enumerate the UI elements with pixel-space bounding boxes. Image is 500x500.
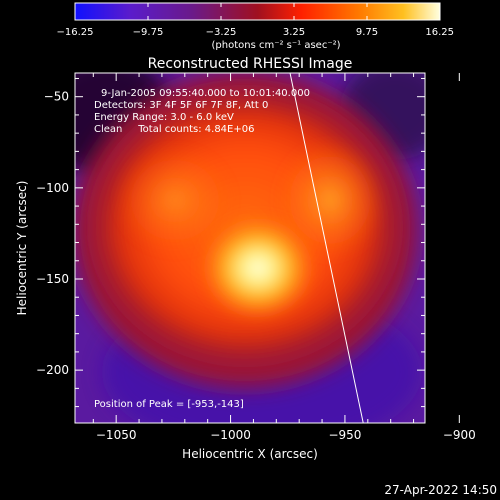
colorbar-tick-label: 3.25 (283, 27, 305, 38)
plot-frame (74, 72, 426, 424)
y-axis: −50 −100 −150 −200 (36, 77, 425, 408)
detectors-label: Detectors: 3F 4F 5F 6F 7F 8F, Att 0 (94, 100, 268, 111)
colorbar: −16.25 −9.75 −3.25 3.25 9.75 16.25 (photons c… (56, 2, 454, 51)
colorbar-tick-label: 9.75 (356, 27, 378, 38)
energy-range-label: Energy Range: 3.0 - 6.0 keV (94, 112, 234, 123)
colorbar-ticks: −16.25 −9.75 −3.25 3.25 9.75 16.25 (56, 3, 454, 38)
x-tick-label: −900 (443, 428, 476, 442)
x-axis-label: Heliocentric X (arcsec) (182, 447, 318, 461)
clean-counts-label: Clean Total counts: 4.84E+06 (94, 124, 254, 135)
colorbar-tick-label: −3.25 (206, 27, 237, 38)
colorbar-tick-label: 16.25 (425, 27, 454, 38)
solar-limb-line (289, 73, 364, 423)
colorbar-gradient (74, 2, 441, 21)
y-tick-label: −150 (36, 272, 69, 286)
observation-info: 9-Jan-2005 09:55:40.000 to 10:01:40.000 … (94, 88, 310, 135)
time-range-label: 9-Jan-2005 09:55:40.000 to 10:01:40.000 (101, 88, 310, 99)
x-axis: −1050 −1000 −950 −900 (92, 73, 476, 442)
y-tick-label: −100 (36, 181, 69, 195)
x-tick-label: −1050 (96, 428, 137, 442)
timestamp: 27-Apr-2022 14:50 (384, 483, 497, 497)
colorbar-label: (photons cm⁻² s⁻¹ asec⁻²) (211, 40, 340, 51)
colorbar-tick-label: −9.75 (133, 27, 164, 38)
peak-emission (198, 213, 318, 323)
y-axis-label: Heliocentric Y (arcsec) (15, 181, 29, 316)
colorbar-tick-label: −16.25 (56, 27, 93, 38)
x-tick-label: −950 (328, 428, 361, 442)
x-tick-label: −1000 (210, 428, 251, 442)
chart-title: Reconstructed RHESSI Image (148, 56, 353, 72)
image-area (75, 73, 425, 423)
peak-position-label: Position of Peak = [-953,-143] (94, 399, 244, 410)
y-tick-label: −50 (44, 90, 69, 104)
y-tick-label: −200 (36, 363, 69, 377)
